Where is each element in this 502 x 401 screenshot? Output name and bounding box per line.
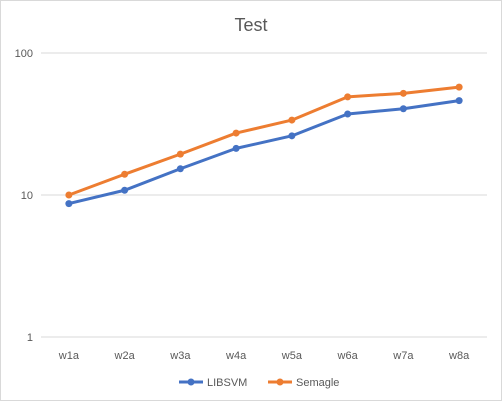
y-axis-ticks: 1 10 100 xyxy=(15,48,33,344)
series-line-semagle xyxy=(67,85,461,197)
data-point-semagle xyxy=(176,150,184,158)
y-tick-label: 1 xyxy=(27,332,33,344)
series-line-libsvm xyxy=(67,99,461,206)
data-point-libsvm xyxy=(121,186,129,194)
x-tick-label: w5a xyxy=(281,350,303,362)
data-point-semagle xyxy=(121,170,129,178)
data-point-semagle xyxy=(455,83,463,91)
data-point-semagle xyxy=(232,129,240,137)
data-point-libsvm xyxy=(65,200,73,208)
data-point-libsvm xyxy=(455,97,463,105)
data-point-semagle xyxy=(344,93,352,101)
data-point-libsvm xyxy=(344,110,352,118)
x-tick-label: w1a xyxy=(58,350,80,362)
legend-item-libsvm: LIBSVM xyxy=(179,377,247,389)
data-point-libsvm xyxy=(176,165,184,173)
data-point-libsvm xyxy=(232,144,240,152)
x-tick-label: w7a xyxy=(392,350,414,362)
x-tick-label: w2a xyxy=(114,350,136,362)
data-point-libsvm xyxy=(399,105,407,113)
x-axis-ticks: w1a w2a w3a w4a w5a w6a w7a w8a xyxy=(58,350,470,362)
data-point-semagle xyxy=(399,89,407,97)
x-tick-label: w6a xyxy=(337,350,359,362)
series-lines xyxy=(65,83,463,208)
data-point-libsvm xyxy=(288,132,296,140)
y-tick-label: 10 xyxy=(21,190,33,202)
legend-item-semagle: Semagle xyxy=(268,377,339,389)
data-point-semagle xyxy=(288,116,296,124)
legend-label: LIBSVM xyxy=(207,377,247,389)
legend-marker xyxy=(276,378,284,386)
x-tick-label: w8a xyxy=(448,350,470,362)
legend: LIBSVM Semagle xyxy=(179,377,339,389)
data-point-semagle xyxy=(65,191,73,199)
chart-title: Test xyxy=(234,15,267,35)
y-tick-label: 100 xyxy=(15,48,33,60)
gridlines xyxy=(41,52,487,338)
legend-label: Semagle xyxy=(296,377,339,389)
legend-marker xyxy=(187,378,195,386)
x-tick-label: w4a xyxy=(225,350,247,362)
x-tick-label: w3a xyxy=(169,350,191,362)
